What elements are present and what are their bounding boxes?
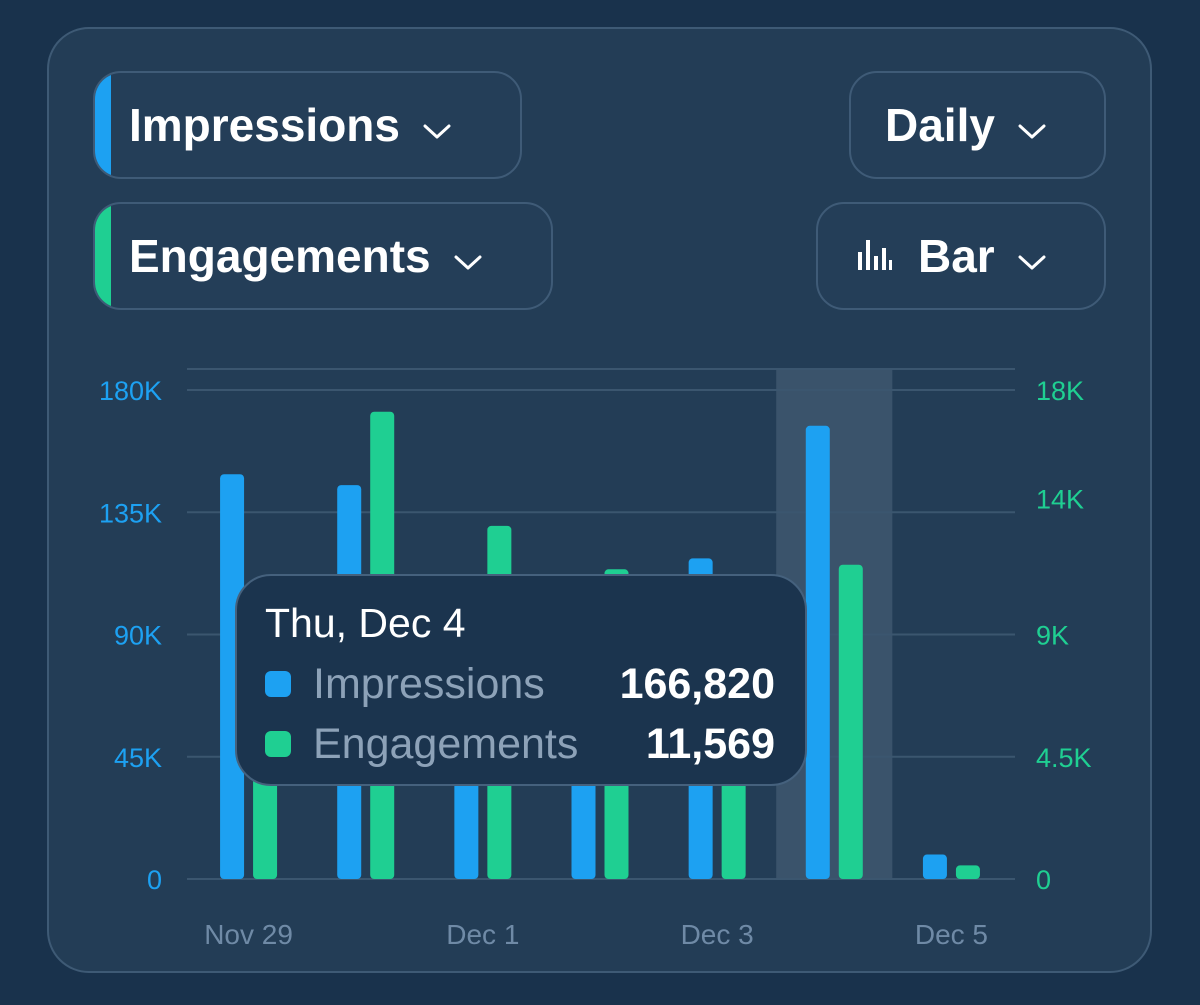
x-tick-label: Dec 3	[681, 919, 754, 950]
y-right-tick-label: 9K	[1036, 621, 1069, 651]
tooltip-row-engagements: Engagements 11,569	[265, 714, 775, 774]
y-right-tick-label: 14K	[1036, 485, 1084, 515]
impressions-legend-swatch	[265, 671, 291, 697]
chart-type-label: Bar	[918, 230, 995, 282]
period-selector-label: Daily	[885, 99, 995, 151]
bar-impressions	[805, 425, 830, 879]
tooltip-series-name: Impressions	[313, 659, 545, 708]
y-left-tick-label: 45K	[114, 743, 162, 773]
engagements-legend-swatch	[265, 731, 291, 757]
metric-color-accent	[95, 204, 111, 308]
metric-color-accent	[95, 73, 111, 177]
tooltip-series-value: 166,820	[619, 659, 775, 708]
y-right-tick-label: 4.5K	[1036, 743, 1092, 773]
period-selector[interactable]: Daily	[849, 71, 1106, 179]
bar-engagements	[955, 865, 980, 879]
metric-selector-impressions[interactable]: Impressions	[93, 71, 522, 179]
tooltip-title: Thu, Dec 4	[265, 600, 466, 646]
y-right-tick-label: 18K	[1036, 376, 1084, 406]
bar-impressions	[220, 474, 245, 879]
chevron-down-icon	[1017, 229, 1047, 283]
y-left-tick-label: 180K	[99, 376, 162, 406]
x-tick-label: Dec 5	[915, 919, 988, 950]
chart-tooltip: Thu, Dec 4 Impressions 166,820 Engagemen…	[235, 574, 807, 786]
y-left-tick-label: 90K	[114, 621, 162, 651]
tooltip-series-name: Engagements	[313, 719, 579, 768]
x-tick-label: Nov 29	[204, 919, 293, 950]
bar-impressions	[922, 854, 947, 879]
metric-selector-engagements[interactable]: Engagements	[93, 202, 553, 310]
chevron-down-icon	[453, 229, 483, 283]
chevron-down-icon	[422, 98, 452, 152]
bar-chart-icon	[856, 229, 892, 283]
y-left-tick-label: 0	[147, 865, 162, 895]
y-right-tick-label: 0	[1036, 865, 1051, 895]
tooltip-row-impressions: Impressions 166,820	[265, 654, 775, 714]
chevron-down-icon	[1017, 98, 1047, 152]
chart-type-selector[interactable]: Bar	[816, 202, 1106, 310]
x-tick-label: Dec 1	[446, 919, 519, 950]
tooltip-series-value: 11,569	[645, 719, 775, 768]
bar-engagements	[838, 564, 863, 879]
metric-selector-label: Engagements	[129, 230, 431, 282]
metric-selector-label: Impressions	[129, 99, 400, 151]
y-left-tick-label: 135K	[99, 498, 162, 528]
